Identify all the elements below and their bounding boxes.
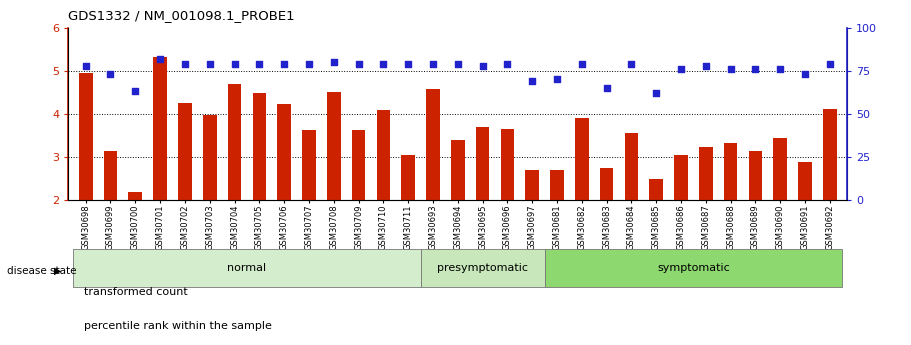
Point [798,71,813,77]
Bar [128,192,142,200]
Bar [823,109,836,200]
Point [674,66,689,72]
Text: presymptomatic: presymptomatic [437,263,528,273]
Point [252,61,267,67]
Text: transformed count: transformed count [84,287,188,296]
Point [376,61,391,67]
Point [575,61,589,67]
Bar [376,110,390,200]
Point [723,66,738,72]
Point [277,61,292,67]
Point [128,89,143,94]
Bar [228,84,241,200]
Bar [178,103,191,200]
Text: normal: normal [228,263,267,273]
Point [326,59,341,65]
Bar [749,150,763,200]
Point [302,61,316,67]
Point [227,61,241,67]
Point [699,63,713,68]
Bar [352,130,365,200]
FancyBboxPatch shape [73,249,421,287]
Point [202,61,217,67]
Bar [252,93,266,200]
Text: ▶: ▶ [55,266,62,276]
Bar [625,133,639,200]
Point [549,77,564,82]
Bar [550,170,564,200]
Bar [79,73,93,200]
Bar [104,150,118,200]
Point [823,61,837,67]
Bar [451,140,465,200]
Bar [599,168,613,200]
Point [649,90,663,96]
Bar [327,92,341,200]
Text: GDS1332 / NM_001098.1_PROBE1: GDS1332 / NM_001098.1_PROBE1 [68,9,295,22]
Point [401,61,415,67]
Point [78,63,93,68]
Bar [402,155,415,200]
Bar [650,179,663,200]
Bar [476,127,489,200]
Bar [153,57,167,200]
Point [450,61,465,67]
Bar [302,130,316,200]
Bar [575,118,589,200]
Bar [724,143,738,200]
Point [525,78,539,84]
Bar [500,129,514,200]
Text: symptomatic: symptomatic [657,263,730,273]
Point [153,56,168,61]
Point [178,61,192,67]
Point [103,71,118,77]
Bar [203,115,217,200]
FancyBboxPatch shape [545,249,843,287]
Bar [798,162,812,200]
Bar [674,155,688,200]
Point [599,85,614,91]
Point [773,66,787,72]
Bar [699,148,712,200]
FancyBboxPatch shape [421,249,545,287]
Text: disease state: disease state [7,266,77,276]
Text: percentile rank within the sample: percentile rank within the sample [84,321,271,331]
Point [624,61,639,67]
Bar [426,89,440,200]
Bar [773,138,787,200]
Point [476,63,490,68]
Point [748,66,763,72]
Point [352,61,366,67]
Bar [277,104,291,200]
Point [425,61,440,67]
Point [500,61,515,67]
Bar [526,170,539,200]
